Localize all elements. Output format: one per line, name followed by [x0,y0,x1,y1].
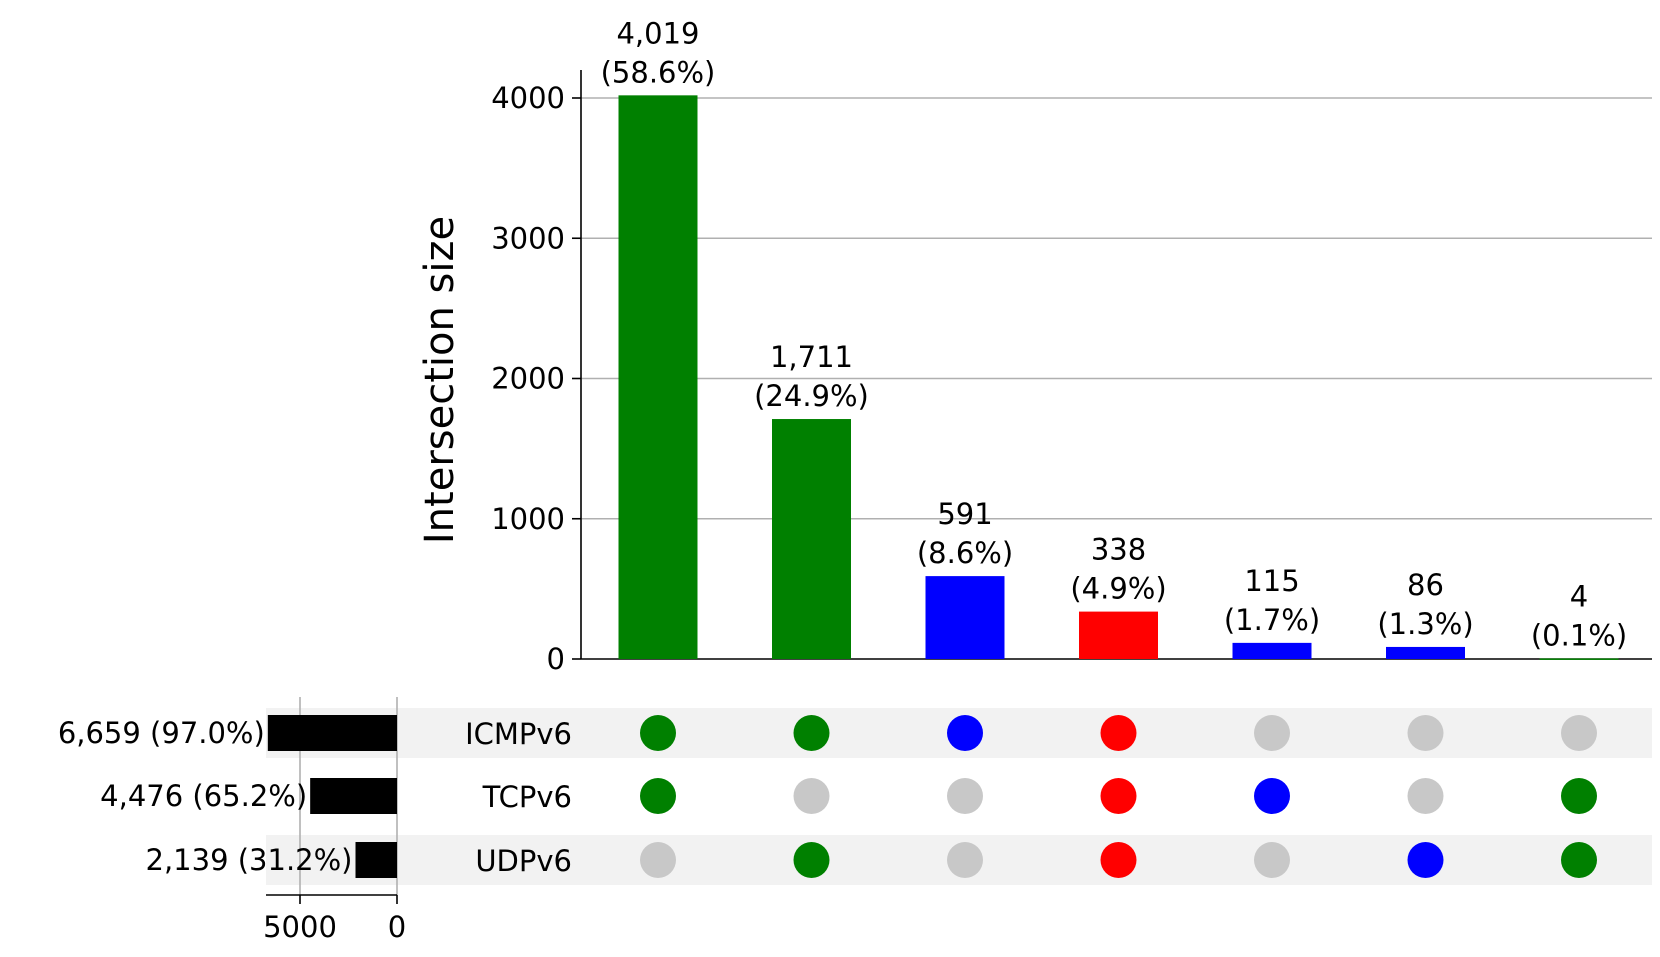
matrix-dot-inactive [640,842,676,878]
bar-percent-label: (4.9%) [1070,572,1166,606]
intersection-bar [1079,611,1158,659]
matrix-dot-active [1100,715,1137,751]
matrix-row-shade [397,835,1652,885]
matrix-dots [640,715,1597,878]
set-size-chart: 5000 0 6,659 (97.0%) 4,476 (65.2%) 2,139 (31… [58,697,406,944]
bar-count-label: 86 [1407,568,1444,602]
matrix-dot-inactive [1254,842,1290,878]
matrix-dot-inactive [947,778,983,814]
matrix-dot-inactive [1407,715,1444,751]
bar-percent-label: (58.6%) [601,55,716,89]
bar-count-label: 115 [1244,564,1299,598]
set-size-tick-label: 0 [388,910,406,944]
matrix-dot-active [1407,842,1444,878]
y-tick-label: 2000 [491,362,565,396]
matrix-dot-active [1254,778,1290,814]
matrix-dot-active [640,778,676,814]
bar-count-label: 338 [1091,533,1146,567]
intersection-axis: 0 1000 2000 3000 4000 Intersection size [417,69,1652,676]
y-tick-label: 3000 [491,221,565,255]
bar-count-label: 591 [937,497,992,531]
bar-percent-label: (1.3%) [1377,607,1473,641]
intersection-bar [1232,642,1312,659]
bar-percent-label: (24.9%) [754,379,869,413]
intersection-bar [618,95,698,659]
intersection-bar [1539,658,1619,660]
y-tick-label: 0 [547,642,565,676]
matrix-dot-active [793,715,830,751]
set-size-label: 4,476 (65.2%) [100,779,307,813]
bar-percent-label: (1.7%) [1224,603,1320,637]
bar-percent-label: (0.1%) [1531,618,1627,652]
intersection-bar [1386,646,1465,659]
intersection-bar [772,419,851,659]
bar-count-label: 4,019 [616,16,699,50]
set-name-label: UDPv6 [475,844,572,878]
matrix-dot-active [1561,842,1597,878]
matrix-dot-active [793,842,830,878]
set-names: ICMPv6 TCPv6 UDPv6 [465,717,572,878]
matrix-dot-inactive [793,778,830,814]
set-size-bar [267,715,397,751]
matrix-dot-active [1100,842,1137,878]
set-name-label: ICMPv6 [465,717,572,751]
set-size-tick-label: 5000 [263,910,337,944]
matrix-dot-active [947,715,983,751]
matrix-dot-inactive [1254,715,1290,751]
set-size-label: 2,139 (31.2%) [146,843,353,877]
intersection-bar [925,576,1005,659]
matrix-dot-inactive [1561,715,1597,751]
intersection-bars: 4,019 (58.6%) 1,711 (24.9%) 591 (8.6%) 338 (4.9… [601,16,1627,660]
set-size-label: 6,659 (97.0%) [58,716,265,750]
set-name-label: TCPv6 [482,780,572,814]
y-axis-label: Intersection size [417,216,463,544]
bar-count-label: 4 [1570,579,1588,613]
matrix-dot-active [1100,778,1137,814]
matrix-dot-inactive [1407,778,1444,814]
set-size-bar [310,778,397,814]
matrix-rows [397,708,1652,885]
bar-count-label: 1,711 [770,340,853,374]
set-size-bar [355,842,397,878]
matrix-row-shade [397,708,1652,758]
matrix-dot-active [640,715,676,751]
bar-percent-label: (8.6%) [917,536,1013,570]
matrix-dot-active [1561,778,1597,814]
matrix-dot-inactive [947,842,983,878]
y-tick-label: 1000 [491,502,565,536]
y-tick-label: 4000 [491,81,565,115]
